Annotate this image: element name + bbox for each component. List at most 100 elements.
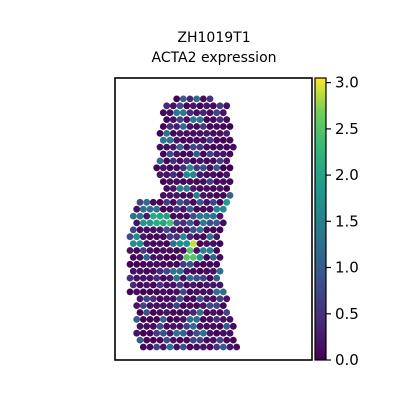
tissue-spot [153,302,161,309]
tissue-spot [209,198,217,206]
tissue-spot [173,247,181,254]
tissue-spot [166,288,174,296]
plot-title-line-2: ACTA2 expression [151,50,276,66]
tissue-spot [206,150,214,158]
tissue-spot [199,136,207,144]
tissue-spot [129,240,137,248]
tissue-spot [179,205,187,213]
tissue-spot [219,343,227,351]
tissue-spot [163,212,171,220]
tissue-spot [126,233,134,241]
tissue-spot [176,309,184,316]
tissue-spot [186,233,194,241]
tissue-spot [189,281,197,289]
tissue-spot [209,309,217,316]
tissue-spot [159,302,167,309]
tissue-spot [156,336,164,344]
tissue-spot [129,267,137,275]
tissue-spot [153,233,161,241]
tissue-spot [209,185,217,192]
tissue-spot [173,192,181,199]
tissue-spot [199,247,207,254]
tissue-spot [143,309,151,316]
tissue-spot [136,295,144,303]
tissue-spot [159,109,167,117]
tissue-spot [223,130,231,137]
tissue-spot [219,109,227,117]
tissue-spot [199,109,207,117]
tissue-spot [163,267,171,275]
tissue-spot [173,164,181,172]
tissue-spot [206,192,214,199]
tissue-spot [149,254,157,261]
tissue-spot [189,212,197,220]
tissue-spot [169,322,177,330]
tissue-spot [143,267,151,275]
tissue-spot [196,212,204,220]
tissue-spot [189,336,197,344]
tissue-spot [206,260,214,268]
tissue-spot [156,198,164,206]
tissue-spot [196,143,204,151]
tissue-spot [169,171,177,179]
tissue-spot [176,185,184,192]
tissue-spot [216,116,224,123]
tissue-spot [149,322,157,330]
tissue-spot [196,240,204,248]
tissue-spot [163,185,171,192]
tissue-spot [133,233,141,241]
tissue-spot [179,150,187,158]
tissue-spot [219,302,227,309]
tissue-spot [163,281,171,289]
tissue-spot [159,233,167,241]
tissue-spot [173,316,181,323]
tissue-spot [216,322,224,330]
tissue-spot [189,309,197,316]
tissue-spot [133,329,141,337]
tissue-spot [143,336,151,344]
tissue-spot [139,247,147,254]
tissue-spot [129,254,137,261]
tissue-spot [183,267,191,275]
tissue-spot [179,95,187,103]
tissue-spot [173,150,181,158]
tissue-spot [183,185,191,192]
tissue-spot [206,288,214,296]
tissue-spot [159,219,167,227]
tissue-spot [183,212,191,220]
tissue-spot [146,260,154,268]
tissue-spot [196,157,204,165]
tissue-spot [209,130,217,137]
tissue-spot [199,205,207,213]
tissue-spot [226,136,234,144]
tissue-spot [136,212,144,220]
tissue-spot [186,123,194,130]
tissue-spot [223,171,231,179]
tissue-spot [223,295,231,303]
tissue-spot [203,185,211,192]
tissue-spot [233,343,241,351]
tissue-spot [166,178,174,186]
tissue-spot [209,212,217,220]
tissue-spot [159,150,167,158]
tissue-spot [203,295,211,303]
tissue-spot [216,281,224,289]
tissue-spot [196,171,204,179]
tissue-spot [169,212,177,220]
tissue-spot [196,322,204,330]
tissue-spot [159,192,167,199]
tissue-spot [176,198,184,206]
tissue-spot [209,102,217,110]
tissue-spot [216,143,224,151]
tissue-spot [213,302,221,309]
plot-title-line-1: ZH1019T1 [177,30,250,46]
tissue-spot [193,316,201,323]
tissue-spot [153,260,161,268]
tissue-spot [213,109,221,117]
tissue-spot [209,322,217,330]
tissue-spot [223,309,231,316]
tissue-spot [153,329,161,337]
tissue-spot [143,212,151,220]
tissue-spot [186,260,194,268]
tissue-spot [156,267,164,275]
